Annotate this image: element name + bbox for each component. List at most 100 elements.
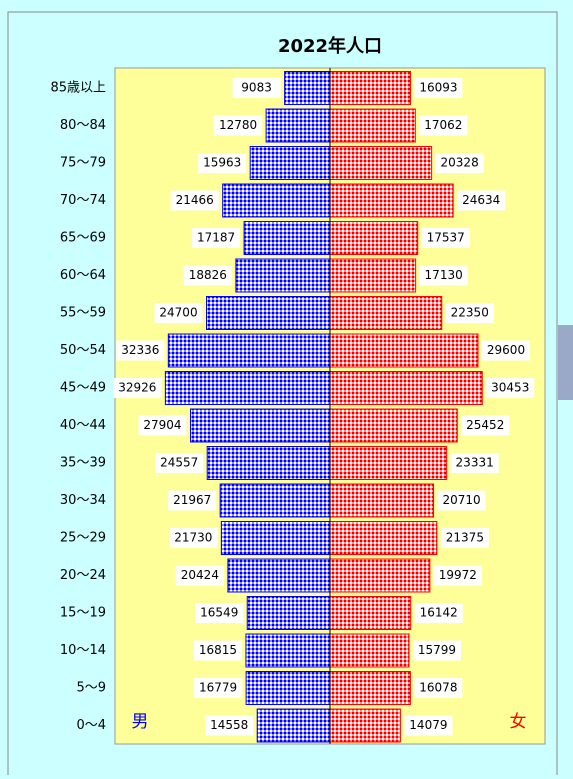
data-label: 17187: [197, 231, 235, 245]
legend-label: 女: [510, 712, 527, 732]
y-tick-label: 75〜79: [60, 156, 106, 171]
y-tick-label: 25〜29: [60, 531, 106, 546]
bar: [189, 408, 331, 443]
data-label: 20710: [442, 493, 480, 507]
label-box: [414, 603, 463, 623]
data-label: 24700: [159, 306, 197, 320]
label-box: [433, 565, 482, 586]
label-box: [435, 153, 484, 173]
scroll-handle: [558, 325, 573, 400]
label-box: [168, 490, 217, 511]
y-tick-label: 80〜84: [60, 118, 106, 133]
data-label: 14558: [210, 718, 248, 732]
data-label: 24634: [462, 193, 500, 207]
label-box: [457, 190, 506, 211]
y-tick-label: 55〜59: [60, 306, 106, 321]
bar: [206, 446, 331, 480]
label-box: [412, 640, 461, 661]
data-label: 19972: [439, 568, 477, 582]
bar: [329, 708, 401, 743]
data-label: 20328: [441, 156, 479, 170]
bar: [246, 596, 331, 630]
data-label: 32336: [121, 343, 159, 357]
data-label: 16549: [200, 606, 238, 620]
data-label: 17537: [427, 231, 465, 245]
bar: [329, 146, 433, 180]
label-box: [170, 190, 219, 211]
y-tick-label: 15〜19: [60, 606, 106, 621]
data-label: 24557: [160, 456, 198, 470]
label-box: [113, 378, 162, 398]
bar: [329, 296, 443, 330]
label-box: [486, 378, 535, 398]
label-box: [214, 115, 263, 136]
bar: [329, 221, 419, 255]
label-box: [450, 453, 499, 473]
y-tick-label: 0〜4: [76, 718, 106, 733]
label-box: [192, 228, 241, 248]
data-label: 9083: [241, 81, 272, 95]
data-label: 15963: [203, 156, 241, 170]
label-box: [193, 640, 242, 661]
label-box: [116, 340, 165, 361]
bar: [329, 258, 417, 293]
label-box: [169, 528, 218, 548]
data-label: 14079: [409, 718, 447, 732]
bar: [206, 296, 331, 330]
label-box: [414, 78, 463, 98]
y-tick-label: 45〜49: [60, 381, 106, 396]
bar: [219, 483, 331, 518]
data-label: 30453: [491, 381, 529, 395]
bar: [227, 558, 331, 593]
y-tick-label: 65〜69: [60, 231, 106, 246]
bar: [329, 596, 412, 630]
bar: [329, 333, 479, 368]
bar: [256, 708, 331, 743]
bar: [164, 371, 331, 405]
bar: [284, 71, 331, 105]
label-box: [154, 303, 203, 323]
label-box: [421, 228, 470, 248]
label-box: [183, 265, 232, 286]
bar: [329, 671, 411, 705]
data-label: 23331: [456, 456, 494, 470]
label-box: [232, 78, 281, 98]
data-label: 21375: [446, 531, 484, 545]
y-tick-label: 5〜9: [76, 681, 106, 696]
label-box: [155, 453, 204, 473]
bar: [329, 521, 438, 555]
label-box: [404, 715, 453, 736]
y-tick-label: 10〜14: [60, 643, 106, 658]
y-tick-label: 30〜34: [60, 493, 106, 508]
bar: [329, 183, 454, 218]
data-label: 15799: [418, 643, 456, 657]
bar: [329, 371, 483, 405]
data-label: 27904: [143, 418, 181, 432]
label-box: [194, 678, 243, 698]
data-label: 22350: [451, 306, 489, 320]
bar: [329, 108, 416, 143]
label-box: [205, 715, 254, 736]
bar: [329, 558, 431, 593]
data-label: 16142: [420, 606, 458, 620]
data-label: 17062: [424, 118, 462, 132]
label-box: [198, 153, 247, 173]
label-box: [175, 565, 224, 586]
data-label: 16078: [419, 681, 457, 695]
bar: [167, 333, 331, 368]
label-box: [461, 415, 510, 436]
data-label: 29600: [487, 343, 525, 357]
label-box: [138, 415, 187, 436]
bar: [245, 633, 331, 668]
chart-title: 2022年人口: [278, 35, 382, 57]
label-box: [419, 115, 468, 136]
bar: [220, 521, 331, 555]
data-label: 18826: [189, 268, 227, 282]
bar: [329, 71, 411, 105]
bar: [235, 258, 331, 293]
label-box: [440, 528, 489, 548]
y-tick-label: 35〜39: [60, 456, 106, 471]
data-label: 17130: [425, 268, 463, 282]
